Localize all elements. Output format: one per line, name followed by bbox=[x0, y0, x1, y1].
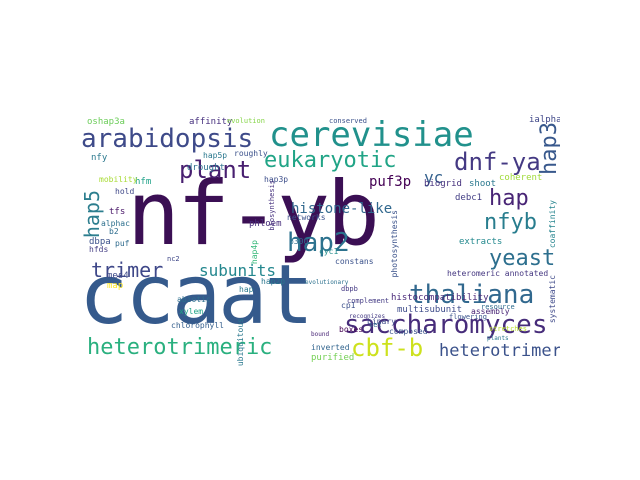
word-debc1: debc1 bbox=[455, 193, 483, 203]
word-inverted: inverted bbox=[311, 343, 350, 352]
word-conserved: conserved bbox=[329, 117, 367, 125]
word-set: set bbox=[369, 321, 382, 329]
word-stretches: stretches bbox=[489, 325, 527, 333]
word-boxes: boxes bbox=[339, 325, 364, 334]
word-networks: networks bbox=[287, 213, 326, 222]
word-evolutionary: evolutionary bbox=[305, 279, 349, 286]
word-evolution: evolution bbox=[227, 117, 265, 125]
word-systematic: systematic bbox=[548, 275, 557, 324]
word-plant: plant bbox=[179, 156, 252, 184]
word-nfy: nfy bbox=[91, 153, 108, 163]
word-coaffinity: coaffinity bbox=[548, 200, 557, 249]
word-flowering: flowering bbox=[449, 313, 487, 321]
word-dbpa: dbpa bbox=[89, 237, 111, 247]
word-puf: puf bbox=[115, 239, 130, 248]
word-histone-like: histone-like bbox=[291, 201, 393, 217]
word-photosynthesis: photosynthesis bbox=[390, 210, 399, 278]
word-trimer: trimer bbox=[91, 258, 164, 282]
word-drought: drought bbox=[187, 163, 225, 173]
word-phloem: phloem bbox=[249, 219, 282, 229]
word-hfds: hfds bbox=[89, 245, 109, 254]
word-chlorophyll: chlorophyll bbox=[171, 321, 224, 330]
word-ialpha: ialpha bbox=[529, 115, 560, 125]
word-hap4p: hap4p bbox=[250, 240, 259, 265]
word-nfyb: nfyb bbox=[484, 210, 537, 235]
word-bound: bound bbox=[311, 331, 330, 338]
word-saccharomyces: saccharomyces bbox=[344, 310, 548, 340]
word-shoot: shoot bbox=[469, 179, 497, 189]
word-hap5p: hap5p bbox=[203, 151, 228, 160]
word-tfs: tfs bbox=[109, 207, 126, 217]
word-affinity: affinity bbox=[189, 117, 233, 127]
word-b2: b2 bbox=[109, 227, 119, 236]
word-oshap3a: oshap3a bbox=[87, 117, 125, 127]
word-hap: hap bbox=[489, 186, 529, 211]
word-mobility: mobility bbox=[99, 175, 138, 184]
word-ccaat: ccaat bbox=[79, 248, 314, 343]
word-yc: yc bbox=[424, 168, 444, 187]
word-recognizes: recognizes bbox=[349, 313, 386, 320]
word-biogrid: biogrid bbox=[424, 179, 462, 189]
word-cp1: cp1 bbox=[341, 301, 356, 310]
word-xylem: xylem bbox=[179, 307, 204, 316]
word-abiotic: abiotic bbox=[177, 295, 211, 304]
word-binary: binary bbox=[367, 317, 396, 326]
word-hap3p: hap3p bbox=[264, 175, 289, 184]
word-resource: resource bbox=[481, 303, 515, 311]
word-map: map bbox=[107, 281, 124, 291]
word-cyc1: cyc1 bbox=[319, 247, 339, 256]
word-plants: plants bbox=[487, 335, 509, 342]
word-mes4: mes4 bbox=[107, 271, 129, 281]
word-coherent: coherent bbox=[499, 173, 543, 183]
word-hap-small: hap bbox=[239, 285, 254, 294]
word-heterotrimeric: heterotrimeric bbox=[87, 335, 273, 360]
word-hap2: hap2 bbox=[287, 228, 350, 258]
word-cbf-b: cbf-b bbox=[351, 334, 424, 362]
word-dnf-ya: dnf-ya bbox=[454, 148, 541, 176]
word-ubiquitous: ubiquitous bbox=[236, 318, 245, 367]
word-heteromeric-annotated: heteromeric annotated bbox=[447, 269, 549, 278]
word-hfm: hfm bbox=[135, 177, 152, 187]
word-constans: constans bbox=[335, 257, 374, 266]
word-alphac: alphac bbox=[101, 219, 130, 228]
word-hold: hold bbox=[115, 187, 135, 196]
word-nf-yb: nf-yb bbox=[127, 162, 380, 265]
word-roughly: roughly bbox=[234, 149, 268, 158]
word-subunits: subunits bbox=[199, 261, 277, 280]
word-p300: p300 bbox=[289, 237, 309, 246]
word-hap2p: hap2p bbox=[261, 277, 286, 286]
word-hap3: hap3 bbox=[537, 122, 560, 175]
word-assembly: assembly bbox=[471, 307, 510, 316]
word-cloud: nf-yb ccaat cerevisiae arabidopsis sacch… bbox=[79, 110, 560, 370]
word-extracts: extracts bbox=[459, 237, 503, 247]
word-nc2: nc2 bbox=[167, 255, 180, 263]
word-histocompatibility: histocompatibility bbox=[391, 293, 489, 303]
word-heterotrimer: heterotrimer bbox=[439, 341, 560, 361]
word-complement: complement bbox=[347, 297, 390, 305]
word-hap5: hap5 bbox=[80, 190, 104, 239]
word-thaliana: thaliana bbox=[409, 280, 535, 310]
word-eukaryotic: eukaryotic bbox=[264, 148, 397, 173]
word-puf3p: puf3p bbox=[369, 174, 412, 190]
word-cerevisiae: cerevisiae bbox=[269, 115, 474, 155]
word-arabidopsis: arabidopsis bbox=[81, 124, 254, 154]
word-multisubunit: multisubunit bbox=[397, 305, 463, 315]
word-composed: composed bbox=[389, 327, 428, 336]
word-biosynthesis: biosynthesis bbox=[268, 180, 276, 231]
word-purified: purified bbox=[311, 353, 355, 363]
word-yeast: yeast bbox=[489, 246, 556, 271]
word-dbpb: dbpb bbox=[341, 285, 358, 293]
